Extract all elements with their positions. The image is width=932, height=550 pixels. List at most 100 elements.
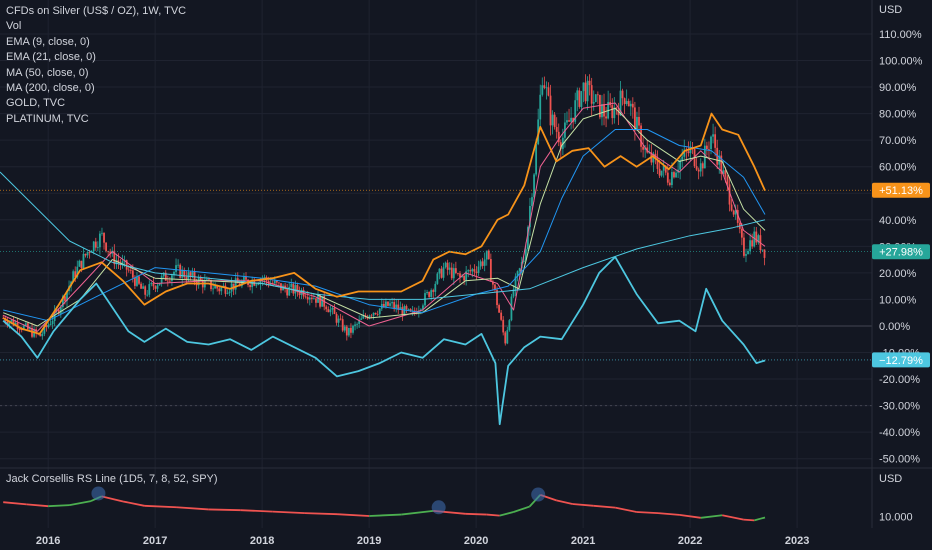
legend-item-ma50[interactable]: MA (50, close, 0) xyxy=(6,66,89,79)
candle-body xyxy=(173,271,175,276)
y-tick-label: 70.00% xyxy=(879,135,917,147)
candle-body xyxy=(308,297,311,300)
candle-body xyxy=(14,322,17,326)
x-tick-label: 2018 xyxy=(250,535,274,547)
candle-body xyxy=(446,262,449,270)
candle-body xyxy=(436,273,439,284)
rs-line-segment xyxy=(101,495,124,503)
x-axis[interactable]: 2016 2017 2018 2019 2020 2021 2022 2023 xyxy=(36,535,809,547)
candle-body xyxy=(568,120,570,122)
legend-item-platinum[interactable]: PLATINUM, TVC xyxy=(6,112,89,125)
candle-body xyxy=(545,87,548,89)
x-tick-label: 2020 xyxy=(464,535,488,547)
legend-item-ma200[interactable]: MA (200, close, 0) xyxy=(6,82,95,95)
x-tick-label: 2016 xyxy=(36,535,60,547)
chart-title[interactable]: CFDs on Silver (US$ / OZ), 1W, TVC xyxy=(6,5,187,17)
candle-body xyxy=(216,285,219,289)
candle-body xyxy=(249,285,252,288)
rs-highlight-marker xyxy=(431,500,446,515)
candle-body xyxy=(683,149,686,157)
y-tick-label: -20.00% xyxy=(879,374,920,386)
y-tick-label: 60.00% xyxy=(879,162,917,174)
candle-body xyxy=(245,276,247,280)
candle-body xyxy=(35,329,38,334)
candle-body xyxy=(41,333,44,337)
candle-body xyxy=(8,321,11,325)
candle-body xyxy=(51,320,54,325)
candle-body xyxy=(191,271,194,276)
candle-body xyxy=(475,271,478,273)
candle-body xyxy=(434,283,437,292)
rs-line-pane xyxy=(3,486,766,522)
candle-body xyxy=(426,292,428,294)
series-gold-tvc xyxy=(2,112,766,335)
candle-body xyxy=(154,286,157,289)
rs-line-segment xyxy=(272,510,305,514)
candle-body xyxy=(592,101,595,104)
candle-body xyxy=(138,276,140,284)
rs-line-segment xyxy=(69,500,92,506)
candle-body xyxy=(613,107,616,119)
candle-body xyxy=(243,276,245,282)
candle-body xyxy=(150,282,153,285)
candle-body xyxy=(492,281,494,285)
candle-body xyxy=(125,260,128,270)
candle-body xyxy=(292,283,295,294)
candle-body xyxy=(127,269,130,271)
candle-body xyxy=(164,272,167,281)
legend-item-ema9[interactable]: EMA (9, close, 0) xyxy=(6,35,90,48)
candle-body xyxy=(671,172,673,186)
candle-body xyxy=(716,147,719,165)
candle-body xyxy=(500,312,503,320)
candle-body xyxy=(648,152,651,154)
candle-body xyxy=(734,210,737,215)
candle-body xyxy=(183,269,186,278)
candle-body xyxy=(452,268,455,279)
candle-body xyxy=(74,271,77,278)
candle-body xyxy=(457,272,459,274)
candle-body xyxy=(512,289,515,297)
candle-body xyxy=(664,165,667,173)
candle-body xyxy=(469,270,472,272)
candle-body xyxy=(27,323,29,330)
y-tick-label: 20.00% xyxy=(879,268,917,280)
candle-body xyxy=(22,325,25,330)
candle-body xyxy=(331,307,334,310)
candle-body xyxy=(288,286,291,296)
candle-body xyxy=(529,205,531,228)
candle-body xyxy=(296,285,299,292)
candle-body xyxy=(487,250,490,260)
candle-body xyxy=(49,324,52,325)
candle-body xyxy=(539,94,542,120)
candle-body xyxy=(347,327,350,336)
candle-body xyxy=(76,266,79,278)
candle-body xyxy=(304,296,307,298)
legend-item-vol[interactable]: Vol xyxy=(6,20,22,33)
candle-body xyxy=(422,305,424,310)
candle-body xyxy=(553,114,556,128)
candle-body xyxy=(701,163,704,169)
candle-body xyxy=(136,276,138,286)
candle-body xyxy=(263,277,266,279)
rs-line-title[interactable]: Jack Corsellis RS Line (1D5, 7, 8, 52, S… xyxy=(6,473,218,485)
candle-body xyxy=(631,103,634,108)
candle-body xyxy=(382,303,385,308)
candle-body xyxy=(146,294,149,296)
candle-body xyxy=(504,332,507,344)
candle-body xyxy=(566,120,568,123)
rs-line-segment xyxy=(679,514,701,519)
candle-body xyxy=(541,85,544,95)
candle-body xyxy=(543,85,546,88)
candle-body xyxy=(627,101,630,107)
x-tick-label: 2022 xyxy=(678,535,702,547)
candle-body xyxy=(514,276,517,290)
candle-body xyxy=(747,251,749,255)
candle-body xyxy=(96,247,99,249)
candle-body xyxy=(389,303,391,306)
candle-body xyxy=(481,261,484,266)
legend-item-ema21[interactable]: EMA (21, close, 0) xyxy=(6,51,96,64)
legend-item-gold[interactable]: GOLD, TVC xyxy=(6,97,66,110)
candle-body xyxy=(319,295,321,307)
candle-body xyxy=(315,298,317,303)
candle-body xyxy=(644,147,647,150)
